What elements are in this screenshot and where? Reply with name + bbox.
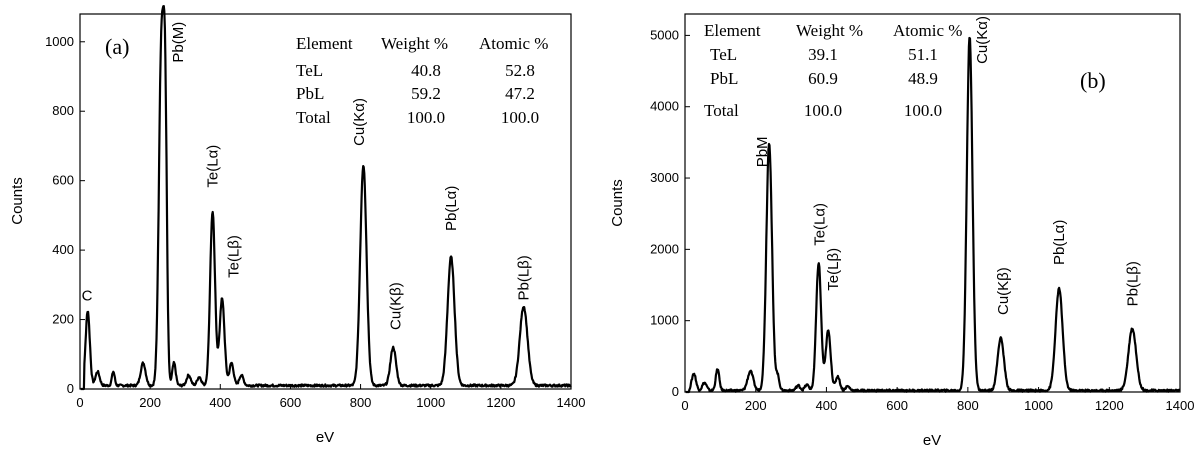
table-cell-element: PbL — [710, 69, 738, 88]
y-tick-label: 800 — [52, 103, 74, 118]
panel-b-label: (b) — [1080, 68, 1106, 93]
panel-a-label: (a) — [105, 34, 129, 59]
panel-a-frame — [79, 13, 572, 390]
y-tick-label: 3000 — [650, 170, 679, 185]
peak-label: Cu(Kα) — [351, 98, 368, 146]
x-tick-label: 600 — [886, 398, 908, 413]
peak-label: Te(Lα) — [205, 145, 222, 188]
panel-a-ylabel: Counts — [9, 177, 26, 225]
y-tick-label: 200 — [52, 312, 74, 327]
peak-label: Pb(Lα) — [443, 186, 460, 231]
table-cell-weight: 39.1 — [808, 45, 838, 64]
peak-label: Pb(Lβ) — [1124, 261, 1141, 306]
table-cell-element: Total — [296, 108, 331, 127]
peak-label: Cu(Kβ) — [995, 267, 1012, 315]
x-tick-label: 0 — [681, 398, 688, 413]
x-tick-label: 1000 — [1024, 398, 1053, 413]
x-tick-label: 800 — [957, 398, 979, 413]
peak-label: Cu(Kβ) — [388, 282, 405, 330]
table-cell-weight: 59.2 — [411, 84, 441, 103]
spectrum-line — [80, 4, 572, 391]
panel-a: eV Counts (a) Element Weight % Atomic % … — [9, 4, 586, 446]
peak-label: PbM — [754, 136, 771, 167]
peak-label: C — [82, 287, 93, 304]
x-tick-label: 1400 — [557, 395, 586, 410]
y-tick-label: 5000 — [650, 27, 679, 42]
spectrum-line — [685, 36, 1181, 394]
y-tick-label: 0 — [67, 381, 74, 396]
x-tick-label: 1000 — [416, 395, 445, 410]
y-tick-label: 600 — [52, 173, 74, 188]
table-cell-atomic: 100.0 — [501, 108, 539, 127]
table-cell-atomic: 52.8 — [505, 61, 535, 80]
peak-label: Te(Lβ) — [825, 248, 842, 291]
x-tick-label: 800 — [350, 395, 372, 410]
table-cell-element: Total — [704, 101, 739, 120]
peak-label: Te(Lα) — [811, 203, 828, 246]
x-tick-label: 1200 — [486, 395, 515, 410]
table-header-atomic: Atomic % — [893, 21, 962, 40]
y-tick-label: 1000 — [45, 34, 74, 49]
table-cell-atomic: 47.2 — [505, 84, 535, 103]
x-tick-label: 400 — [209, 395, 231, 410]
x-tick-label: 1200 — [1095, 398, 1124, 413]
peak-label: Pb(Lβ) — [516, 255, 533, 300]
panel-a-xlabel: eV — [316, 429, 334, 446]
x-tick-label: 200 — [139, 395, 161, 410]
panel-b-element-table: Element Weight % Atomic % TeL 39.1 51.1 … — [704, 21, 962, 120]
table-cell-weight: 40.8 — [411, 61, 441, 80]
y-tick-label: 0 — [672, 384, 679, 399]
table-cell-weight: 100.0 — [804, 101, 842, 120]
table-cell-atomic: 48.9 — [908, 69, 938, 88]
peak-label: Te(Lβ) — [226, 235, 243, 278]
x-tick-label: 600 — [280, 395, 302, 410]
table-cell-element: TeL — [296, 61, 323, 80]
peak-label: Pb(M) — [170, 22, 187, 63]
x-tick-label: 200 — [745, 398, 767, 413]
x-tick-label: 1400 — [1166, 398, 1195, 413]
x-tick-label: 0 — [76, 395, 83, 410]
table-cell-element: TeL — [710, 45, 737, 64]
x-tick-label: 400 — [816, 398, 838, 413]
panel-b: eV Counts (b) Element Weight % Atomic % … — [609, 13, 1195, 449]
table-cell-weight: 100.0 — [407, 108, 445, 127]
y-tick-label: 1000 — [650, 313, 679, 328]
panel-b-ylabel: Counts — [609, 179, 626, 227]
y-tick-label: 400 — [52, 242, 74, 257]
panel-b-xlabel: eV — [923, 432, 941, 449]
panel-a-element-table: Element Weight % Atomic % TeL 40.8 52.8 … — [296, 34, 548, 127]
table-cell-atomic: 100.0 — [904, 101, 942, 120]
table-cell-weight: 60.9 — [808, 69, 838, 88]
table-header-weight: Weight % — [381, 34, 448, 53]
table-header-element: Element — [296, 34, 353, 53]
table-cell-element: PbL — [296, 84, 324, 103]
peak-label: Cu(Kα) — [974, 16, 991, 64]
table-header-atomic: Atomic % — [479, 34, 548, 53]
peak-label: Pb(Lα) — [1051, 220, 1068, 265]
y-tick-label: 4000 — [650, 99, 679, 114]
table-header-element: Element — [704, 21, 761, 40]
table-header-weight: Weight % — [796, 21, 863, 40]
y-tick-label: 2000 — [650, 241, 679, 256]
table-cell-atomic: 51.1 — [908, 45, 938, 64]
